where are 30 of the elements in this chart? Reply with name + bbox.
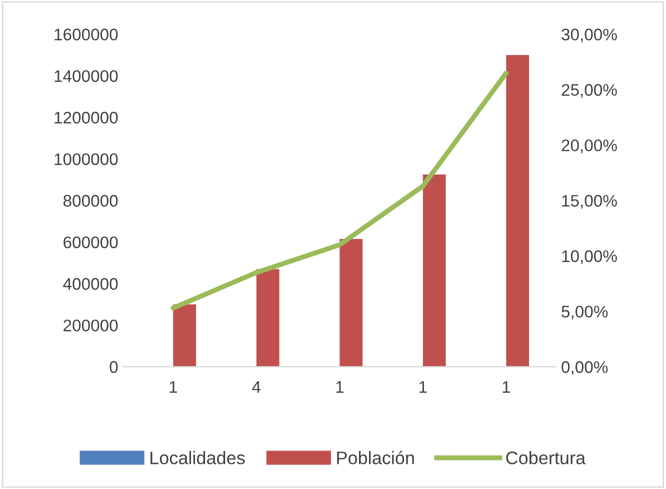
y2-tick-label: 0,00%	[562, 361, 608, 375]
x-tick-label: 1	[336, 381, 344, 393]
y-tick-label: 800000	[63, 194, 118, 207]
x-tick-label: 4	[252, 381, 261, 393]
legend-label: Cobertura	[506, 451, 586, 464]
legend-label: Localidades	[150, 451, 245, 464]
y-tick-label: 0	[110, 361, 118, 373]
y2-tick-label: 25,00%	[562, 84, 617, 98]
y-tick-label: 200000	[64, 320, 118, 332]
y-tick-label: 400000	[63, 278, 118, 290]
x-tick-label: 1	[170, 381, 177, 393]
y2-tick-label: 15,00%	[562, 194, 617, 209]
y2-tick-label: 5,00%	[562, 306, 608, 320]
y-tick-label: 1000000	[54, 153, 118, 166]
y2-tick-label: 10,00%	[562, 250, 617, 264]
y-tick-label: 1400000	[54, 70, 118, 82]
x-tick-label: 1	[420, 381, 427, 393]
bar	[256, 269, 280, 367]
bar	[173, 304, 196, 367]
y-tick-label: 1600000	[54, 28, 118, 40]
legend-label: Población	[337, 450, 414, 464]
bar	[422, 174, 446, 367]
bar	[506, 55, 530, 367]
line-series	[170, 70, 509, 310]
y2-tick-label: 30,00%	[562, 28, 617, 42]
y2-tick-label: 20,00%	[562, 139, 617, 154]
y-tick-label: 600000	[64, 236, 118, 248]
x-tick-label: 1	[502, 381, 510, 393]
y-tick-label: 1200000	[54, 112, 118, 124]
bar	[340, 238, 363, 367]
